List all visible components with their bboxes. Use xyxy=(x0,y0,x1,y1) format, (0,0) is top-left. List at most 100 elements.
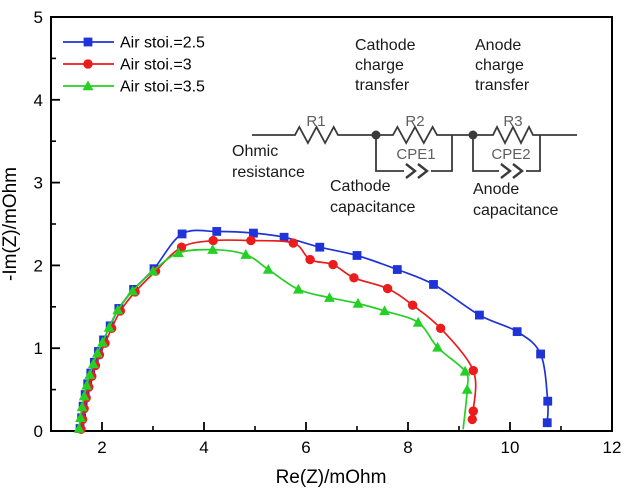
circuit-node xyxy=(468,130,478,140)
ohmic-resistance-label: Ohmic xyxy=(232,143,278,160)
series-air-stoi.-3.5 xyxy=(73,244,473,433)
data-point-marker xyxy=(435,323,446,334)
data-point-marker xyxy=(292,283,304,294)
cpe1-branch-wire xyxy=(375,135,453,172)
cathode-charge-transfer-label: transfer xyxy=(355,77,410,94)
equivalent-circuit-inset: R1 R2 R3 CPE1 CPE2 Cathode charge transfer Anode… xyxy=(232,37,577,219)
circuit-main-wire xyxy=(252,124,577,146)
circuit-node xyxy=(371,130,381,140)
data-point-marker xyxy=(177,229,187,239)
x-tick-label: 6 xyxy=(301,438,310,457)
data-point-marker xyxy=(81,379,93,390)
data-point-marker xyxy=(208,235,218,246)
y-tick-label: 3 xyxy=(34,174,43,193)
legend-label: Air stoi.=3.5 xyxy=(120,79,205,96)
data-point-marker xyxy=(429,280,438,289)
data-point-marker xyxy=(246,235,256,246)
data-point-marker xyxy=(288,238,298,248)
resistor-r2-label: R2 xyxy=(405,113,424,130)
data-point-marker xyxy=(315,242,325,252)
data-point-marker xyxy=(412,316,424,327)
data-point-marker xyxy=(459,365,471,376)
x-tick-label: 10 xyxy=(501,438,520,457)
data-point-marker xyxy=(305,254,315,265)
anode-charge-transfer-label: transfer xyxy=(475,77,530,94)
resistor-r1-label: R1 xyxy=(306,113,325,130)
legend-item: Air stoi.=2.5 xyxy=(63,35,205,52)
data-point-marker xyxy=(97,336,108,347)
cpe2-branch-wire xyxy=(472,135,541,172)
y-tick-label: 5 xyxy=(34,8,43,27)
data-point-marker xyxy=(73,422,85,433)
cpe1-label: CPE1 xyxy=(396,146,435,163)
cathode-charge-transfer-label: Cathode xyxy=(355,37,416,54)
data-point-marker xyxy=(147,265,159,276)
data-point-marker xyxy=(352,251,362,260)
data-point-marker xyxy=(392,265,402,274)
y-axis-title: -Im(Z)/mOhm xyxy=(0,167,21,281)
data-point-marker xyxy=(212,227,222,236)
data-point-marker xyxy=(279,232,289,242)
data-point-marker xyxy=(103,321,115,332)
data-point-marker xyxy=(92,347,103,358)
cpe2-label: CPE2 xyxy=(491,146,530,163)
data-point-marker xyxy=(83,59,93,69)
x-tick-label: 12 xyxy=(603,438,622,457)
x-tick-label: 8 xyxy=(403,438,412,457)
y-tick-label: 1 xyxy=(34,339,43,358)
cathode-charge-transfer-label: charge xyxy=(355,57,404,74)
data-point-marker xyxy=(240,249,252,259)
data-point-marker xyxy=(83,37,93,47)
y-tick-label: 4 xyxy=(34,91,43,110)
data-point-marker xyxy=(536,349,545,359)
anode-capacitance-label: capacitance xyxy=(473,202,558,219)
data-point-marker xyxy=(173,247,184,258)
y-tick-label: 2 xyxy=(34,256,43,275)
data-point-marker xyxy=(84,369,96,379)
ohmic-resistance-label: resistance xyxy=(232,164,305,181)
data-point-marker xyxy=(87,358,99,369)
anode-charge-transfer-label: Anode xyxy=(475,37,521,54)
data-point-marker xyxy=(352,297,364,308)
x-axis-title: Re(Z)/mOhm xyxy=(276,467,387,488)
data-point-marker xyxy=(78,390,90,401)
data-point-marker xyxy=(127,285,138,296)
legend-label: Air stoi.=2.5 xyxy=(120,35,205,52)
data-point-marker xyxy=(543,396,553,406)
data-point-marker xyxy=(324,292,335,302)
data-point-marker xyxy=(249,228,258,238)
data-point-marker xyxy=(432,341,443,352)
anode-capacitance-label: Anode xyxy=(473,181,519,198)
data-point-marker xyxy=(407,300,418,310)
cpe1-symbol-icon xyxy=(405,163,429,179)
data-point-marker xyxy=(467,414,477,425)
data-point-marker xyxy=(262,263,274,274)
data-point-marker xyxy=(382,283,393,294)
legend: Air stoi.=2.5 Air stoi.=3 Air stoi.=3.5 xyxy=(63,35,205,96)
data-point-marker xyxy=(349,273,359,283)
data-point-marker xyxy=(82,80,94,91)
data-point-marker xyxy=(461,384,473,394)
data-point-marker xyxy=(379,305,390,316)
data-point-marker xyxy=(468,365,478,376)
data-point-marker xyxy=(475,310,484,320)
anode-charge-transfer-label: charge xyxy=(475,57,524,74)
data-point-marker xyxy=(468,406,478,416)
data-point-marker xyxy=(512,327,522,337)
data-point-marker xyxy=(76,401,88,412)
data-point-marker xyxy=(75,412,86,422)
legend-label: Air stoi.=3 xyxy=(120,57,192,74)
legend-item: Air stoi.=3 xyxy=(63,57,192,74)
resistor-r3-label: R3 xyxy=(503,113,522,130)
cathode-capacitance-label: Cathode xyxy=(330,178,391,195)
data-series-group xyxy=(73,227,553,435)
x-tick-label: 4 xyxy=(199,438,208,457)
cathode-capacitance-label: capacitance xyxy=(330,199,415,216)
data-point-marker xyxy=(328,259,338,270)
data-point-marker xyxy=(542,418,552,428)
data-point-marker xyxy=(112,304,124,315)
data-point-marker xyxy=(207,244,219,254)
